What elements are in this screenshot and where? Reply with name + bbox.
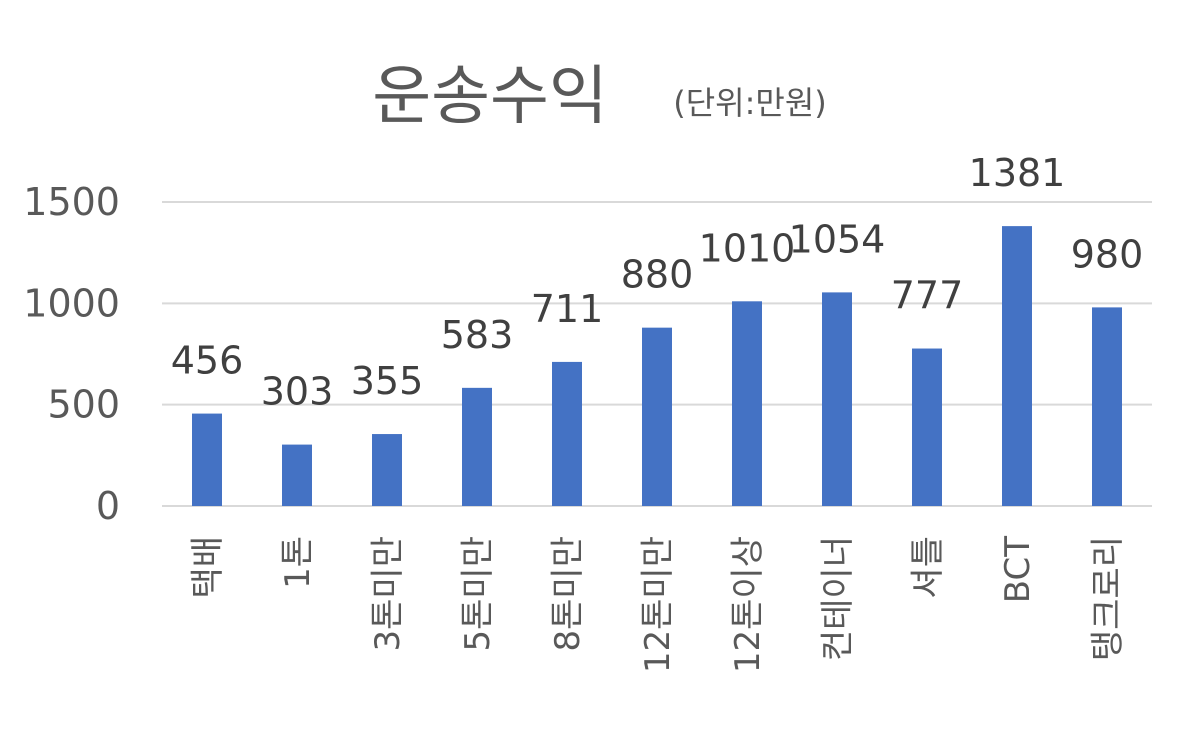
y-axis: 0 500 1000 1500 [23,180,120,528]
chart-title: 운송수익 [372,60,608,134]
bars [192,226,1122,506]
data-label: 1381 [969,151,1066,195]
data-label: 880 [621,253,694,297]
data-label: 456 [171,339,244,383]
bar [642,327,672,506]
bar [552,361,582,506]
x-category-label: 택배 [188,536,228,599]
x-category-label: 12톤미만 [638,536,678,673]
chart-subtitle: (단위:만원) [673,84,827,122]
bar [462,387,492,506]
bar [1002,226,1032,506]
bar [192,413,222,506]
y-tick-label: 500 [47,383,120,427]
bar [1092,307,1122,506]
x-category-label: 탱크로리 [1088,536,1128,661]
bar [372,434,402,506]
x-category-label: 12톤이상 [728,536,768,673]
bar [282,444,312,506]
bar [822,292,852,506]
data-label: 711 [531,287,604,331]
y-tick-label: 1500 [23,180,120,224]
bar [912,348,942,506]
y-tick-label: 0 [96,484,120,528]
bar [732,301,762,506]
data-label: 1054 [789,217,886,261]
chart-title-group: 운송수익 (단위:만원) [372,60,827,134]
data-label: 355 [351,359,424,403]
x-category-label: 셔틀 [908,536,948,599]
x-category-label: 5톤미만 [458,536,498,651]
data-label: 777 [891,274,964,318]
x-category-label: BCT [998,536,1038,603]
x-axis: 택배 1톤 3톤미만 5톤미만 8톤미만 12톤미만 12톤이상 컨테이너 셔틀 BCT 탱크로리 [188,536,1128,673]
data-label: 980 [1071,232,1144,276]
x-category-label: 컨테이너 [818,536,858,661]
data-label: 303 [261,370,334,414]
x-category-label: 3톤미만 [368,536,408,651]
y-tick-label: 1000 [23,281,120,325]
data-label: 583 [441,313,514,357]
x-category-label: 1톤 [278,536,318,589]
data-label: 1010 [699,226,796,270]
x-category-label: 8톤미만 [548,536,588,651]
